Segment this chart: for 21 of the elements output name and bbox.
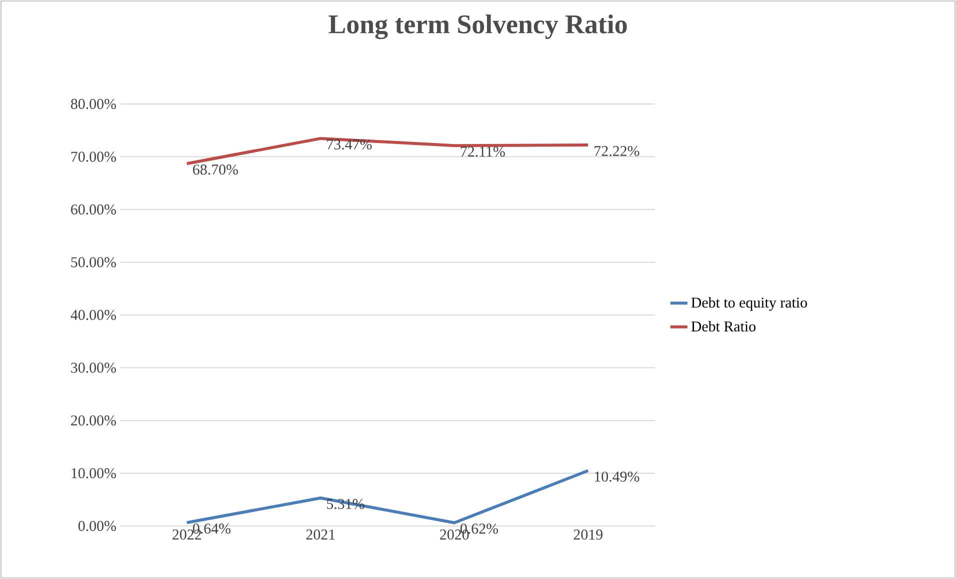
y-tick-label: 0.00% [78, 520, 116, 532]
chart-title: Long term Solvency Ratio [328, 14, 627, 40]
line-series [185, 469, 590, 524]
legend-label: Debt Ratio [691, 320, 756, 332]
y-tick-label: 10.00% [72, 468, 116, 478]
x-tick-label: 2021 [306, 530, 335, 540]
y-tick-label: 80.00% [70, 98, 116, 110]
y-tick-label: 50.00% [71, 257, 116, 268]
x-tick-label: 2019 [574, 530, 602, 540]
data-label: 72.11% [460, 146, 505, 157]
y-tick-label: 20.00% [71, 415, 116, 426]
data-label: 73.47% [327, 139, 372, 150]
data-label: 72.22% [594, 146, 640, 156]
line-series [185, 136, 590, 166]
y-tick-label: 40.00% [70, 310, 116, 320]
data-label: 68.70% [193, 164, 238, 175]
y-tick-label: 60.00% [71, 204, 116, 215]
data-label: 10.49% [594, 472, 640, 482]
legend-label: Debt to equity ratio [691, 297, 807, 311]
y-tick-label: 30.00% [71, 362, 116, 373]
y-tick-label: 70.00% [71, 152, 116, 162]
